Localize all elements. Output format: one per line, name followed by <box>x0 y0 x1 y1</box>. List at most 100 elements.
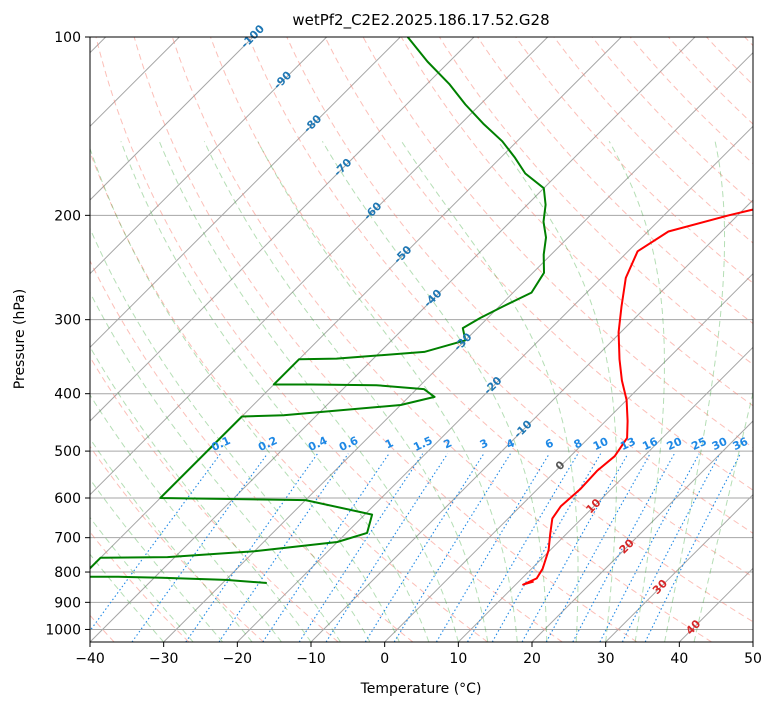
dry-adiabat-line <box>210 37 753 623</box>
mixing-ratio-line <box>467 453 579 642</box>
dry-adiabat-line <box>706 37 753 86</box>
x-tick-label: 0 <box>380 651 389 667</box>
mixing-ratio-line <box>325 453 449 642</box>
isotherm-line <box>90 37 549 496</box>
x-tick-label: 30 <box>597 651 615 667</box>
plot-area: 0.1 0.2 0.4 0.6 1 1.5 2 3 4 6 8 10 13 16 20 25 30 36-100-… <box>89 22 754 643</box>
mixing-ratio-line <box>90 453 221 632</box>
mixing-ratio-label: 30 <box>710 435 730 453</box>
isotherm-line <box>678 567 753 642</box>
dry-adiabat-line <box>477 37 753 325</box>
x-tick-label: 10 <box>449 651 467 667</box>
y-tick-label: 900 <box>54 595 81 611</box>
isotherm-line <box>90 37 696 642</box>
y-tick-label: 800 <box>54 565 81 581</box>
dewpoint-profile-line <box>90 37 547 584</box>
y-tick-label: 200 <box>54 208 81 224</box>
dry-adiabat-line <box>668 37 753 125</box>
dry-adiabat-line <box>362 37 753 449</box>
mixing-ratio-line <box>521 453 629 642</box>
mixing-ratio-line <box>435 453 550 642</box>
mixing-ratio-line <box>621 453 721 642</box>
plot-frame <box>89 36 754 643</box>
mixing-ratio-line <box>364 453 485 642</box>
mixing-ratio-lines <box>90 453 741 642</box>
mixing-ratio-line <box>644 453 741 642</box>
y-tick-label: 600 <box>54 491 81 507</box>
x-tick-label: 50 <box>744 651 762 667</box>
dry-adiabat-line <box>90 150 488 642</box>
background-lines <box>90 37 753 642</box>
moist-adiabat-line <box>497 141 617 642</box>
moist-adiabat-line <box>120 141 430 642</box>
x-tick-label: 20 <box>523 651 541 667</box>
mixing-ratio-line <box>599 453 700 642</box>
isotherm-line <box>605 493 753 642</box>
isotherm-line <box>90 37 401 349</box>
x-tick-label: 40 <box>670 651 688 667</box>
moist-adiabat-line <box>401 141 579 642</box>
isotherm-line <box>90 37 475 422</box>
dry-adiabat-line <box>324 37 753 491</box>
dry-adiabat-line <box>133 37 638 642</box>
y-tick-label: 700 <box>54 531 81 547</box>
y-axis-label: Pressure (hPa) <box>12 289 28 389</box>
isotherm-line <box>531 420 753 642</box>
x-axis-label: Temperature (°C) <box>360 681 482 697</box>
moist-adiabat-line <box>158 141 459 642</box>
mixing-ratio-line <box>262 453 390 642</box>
x-tick-label: −40 <box>75 651 105 667</box>
line-labels: 0.1 0.2 0.4 0.6 1 1.5 2 3 4 6 8 10 13 16 20 25 30 36-100-… <box>209 22 750 637</box>
isotherm-line <box>310 199 753 642</box>
moist-adiabat-line <box>664 141 726 642</box>
dry-adiabat-line <box>591 37 753 204</box>
moist-adiabat-line <box>90 227 371 642</box>
isotherm-line <box>457 346 753 642</box>
moist-adiabat-line <box>90 291 341 642</box>
dry-adiabat-line <box>248 37 753 578</box>
x-axis: −40 −30 −20 −10 0 10 20 30 40 50 <box>75 642 762 667</box>
x-tick-label: −10 <box>296 651 326 667</box>
mixing-ratio-label: 6 <box>543 436 556 451</box>
dry-adiabat-line <box>90 356 339 642</box>
y-tick-label: 400 <box>54 387 81 403</box>
mixing-ratio-label: 25 <box>689 435 708 453</box>
isotherm-label: 10 <box>583 496 603 516</box>
temperature-profile-line <box>522 208 753 586</box>
mixing-ratio-line <box>131 453 268 642</box>
dry-adiabat-line <box>629 37 753 165</box>
profile-series <box>90 37 753 586</box>
y-tick-label: 300 <box>54 313 81 329</box>
dry-adiabat-line <box>90 259 414 642</box>
moist-adiabat-line <box>90 516 194 642</box>
moist-adiabat-line <box>203 141 489 642</box>
mixing-ratio-label: 36 <box>731 435 751 453</box>
dry-adiabat-line <box>90 445 264 642</box>
mixing-ratio-line <box>393 453 511 642</box>
moist-adiabat-line <box>90 437 253 642</box>
mixing-ratio-label: 16 <box>640 435 660 453</box>
mixing-ratio-label: 13 <box>618 435 637 453</box>
mixing-ratio-line <box>491 453 602 642</box>
moist-adiabat-line <box>257 141 518 642</box>
isotherm-line <box>752 641 753 642</box>
moist-adiabat-line <box>90 147 400 642</box>
isotherm-line <box>90 37 622 570</box>
dry-adiabat-line <box>95 37 563 642</box>
moist-adiabat-line <box>90 478 223 642</box>
mixing-ratio-label: 10 <box>591 435 611 453</box>
mixing-ratio-line <box>185 453 318 642</box>
isotherm-line <box>90 37 254 201</box>
mixing-ratio-label: 20 <box>665 435 685 453</box>
y-tick-label: 1000 <box>45 622 81 638</box>
moist-adiabat-line <box>693 390 753 642</box>
x-tick-label: −20 <box>223 651 253 667</box>
chart-title: wetPf2_C2E2.2025.186.17.52.G28 <box>292 11 549 30</box>
moist-adiabat-line <box>90 553 165 642</box>
y-tick-label: 100 <box>54 30 81 46</box>
dry-adiabat-line <box>515 37 753 284</box>
isotherm-line <box>384 272 753 642</box>
moist-adiabat-line <box>90 394 282 642</box>
moist-adiabat-line <box>608 141 665 642</box>
isotherm-line <box>90 37 328 275</box>
